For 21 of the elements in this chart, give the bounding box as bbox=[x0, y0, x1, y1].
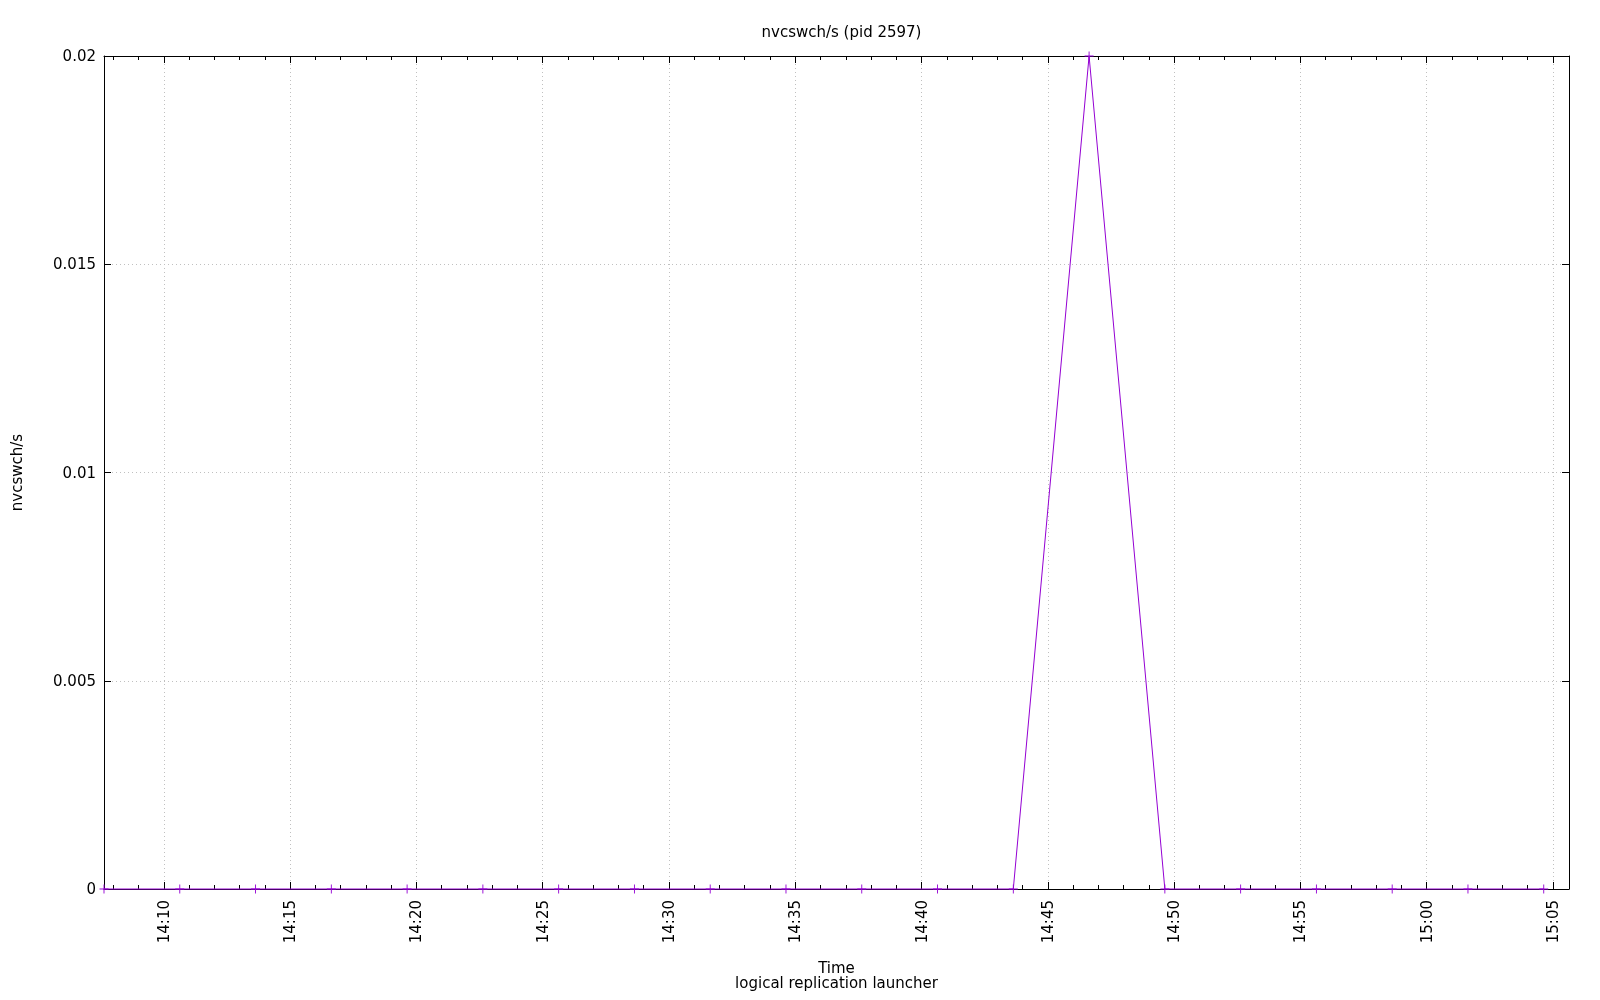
y-tick-label: 0.01 bbox=[62, 463, 96, 482]
x-tick-label: 14:55 bbox=[1291, 900, 1310, 944]
x-tick-label: 14:10 bbox=[154, 900, 173, 944]
x-tick-label: 14:45 bbox=[1038, 900, 1057, 944]
y-tick-label: 0 bbox=[86, 880, 96, 898]
y-tick-label: 0.015 bbox=[53, 255, 96, 274]
x-tick-label: 15:05 bbox=[1544, 900, 1562, 944]
chart-title: nvcswch/s (pid 2597) bbox=[761, 22, 922, 41]
x-tick-label: 14:40 bbox=[912, 900, 931, 944]
x-tick-label: 14:50 bbox=[1165, 900, 1184, 944]
x-tick-label: 15:00 bbox=[1417, 900, 1436, 944]
x-axis-title: Time bbox=[817, 958, 855, 977]
y-tick-label: 0.005 bbox=[53, 671, 96, 690]
x-tick-label: 14:15 bbox=[281, 900, 300, 944]
text: logical replication launcher bbox=[735, 974, 939, 992]
y-axis-title: nvcswch/s bbox=[7, 433, 26, 512]
y-tick-label: 0.02 bbox=[62, 47, 96, 65]
x-tick-label: 14:25 bbox=[533, 900, 552, 944]
x-tick-label: 14:35 bbox=[786, 900, 805, 944]
x-tick-label: 14:20 bbox=[407, 900, 426, 944]
x-tick-label: 14:30 bbox=[659, 900, 678, 944]
